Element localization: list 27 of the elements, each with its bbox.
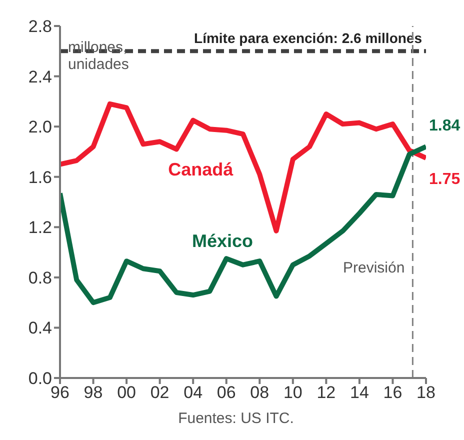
x-tick-label: 12 bbox=[316, 383, 336, 402]
y-tick-label: 1.2 bbox=[28, 218, 52, 238]
x-tick-label: 06 bbox=[216, 383, 236, 402]
y-tick-label: 1.6 bbox=[28, 168, 52, 187]
y-tick-label: 2.0 bbox=[28, 118, 52, 137]
y-tick-label: 2.8 bbox=[28, 17, 52, 36]
ref-line-label: Previsión bbox=[342, 259, 405, 276]
x-tick-label: 08 bbox=[250, 383, 270, 402]
x-tick-label: 18 bbox=[416, 383, 436, 402]
data-label: 1.75 bbox=[429, 171, 460, 188]
y-tick-label: 0.0 bbox=[28, 369, 52, 388]
x-tick-label: 14 bbox=[350, 383, 369, 402]
y-tick-label: 0.8 bbox=[28, 268, 52, 288]
x-tick-label: 02 bbox=[150, 383, 170, 402]
x-tick-label: 04 bbox=[184, 383, 203, 402]
series-label: México bbox=[192, 231, 254, 252]
x-tick-label: 16 bbox=[383, 383, 402, 402]
data-label: 1.84 bbox=[429, 118, 460, 135]
source-note: Fuentes: US ITC. bbox=[177, 410, 295, 427]
x-tick-label: 98 bbox=[84, 383, 103, 402]
y-tick-label: 2.4 bbox=[28, 67, 52, 86]
x-tick-label: 10 bbox=[283, 383, 302, 402]
series-label: Canadá bbox=[168, 159, 234, 180]
ref-line-label: Límite para exención: 2.6 millones bbox=[194, 30, 422, 46]
y-tick-label: 0.4 bbox=[28, 318, 52, 338]
x-tick-label: 96 bbox=[50, 383, 70, 402]
x-tick-label: 00 bbox=[117, 383, 136, 402]
